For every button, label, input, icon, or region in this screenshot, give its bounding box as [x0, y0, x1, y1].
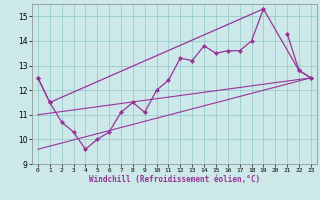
X-axis label: Windchill (Refroidissement éolien,°C): Windchill (Refroidissement éolien,°C)	[89, 175, 260, 184]
